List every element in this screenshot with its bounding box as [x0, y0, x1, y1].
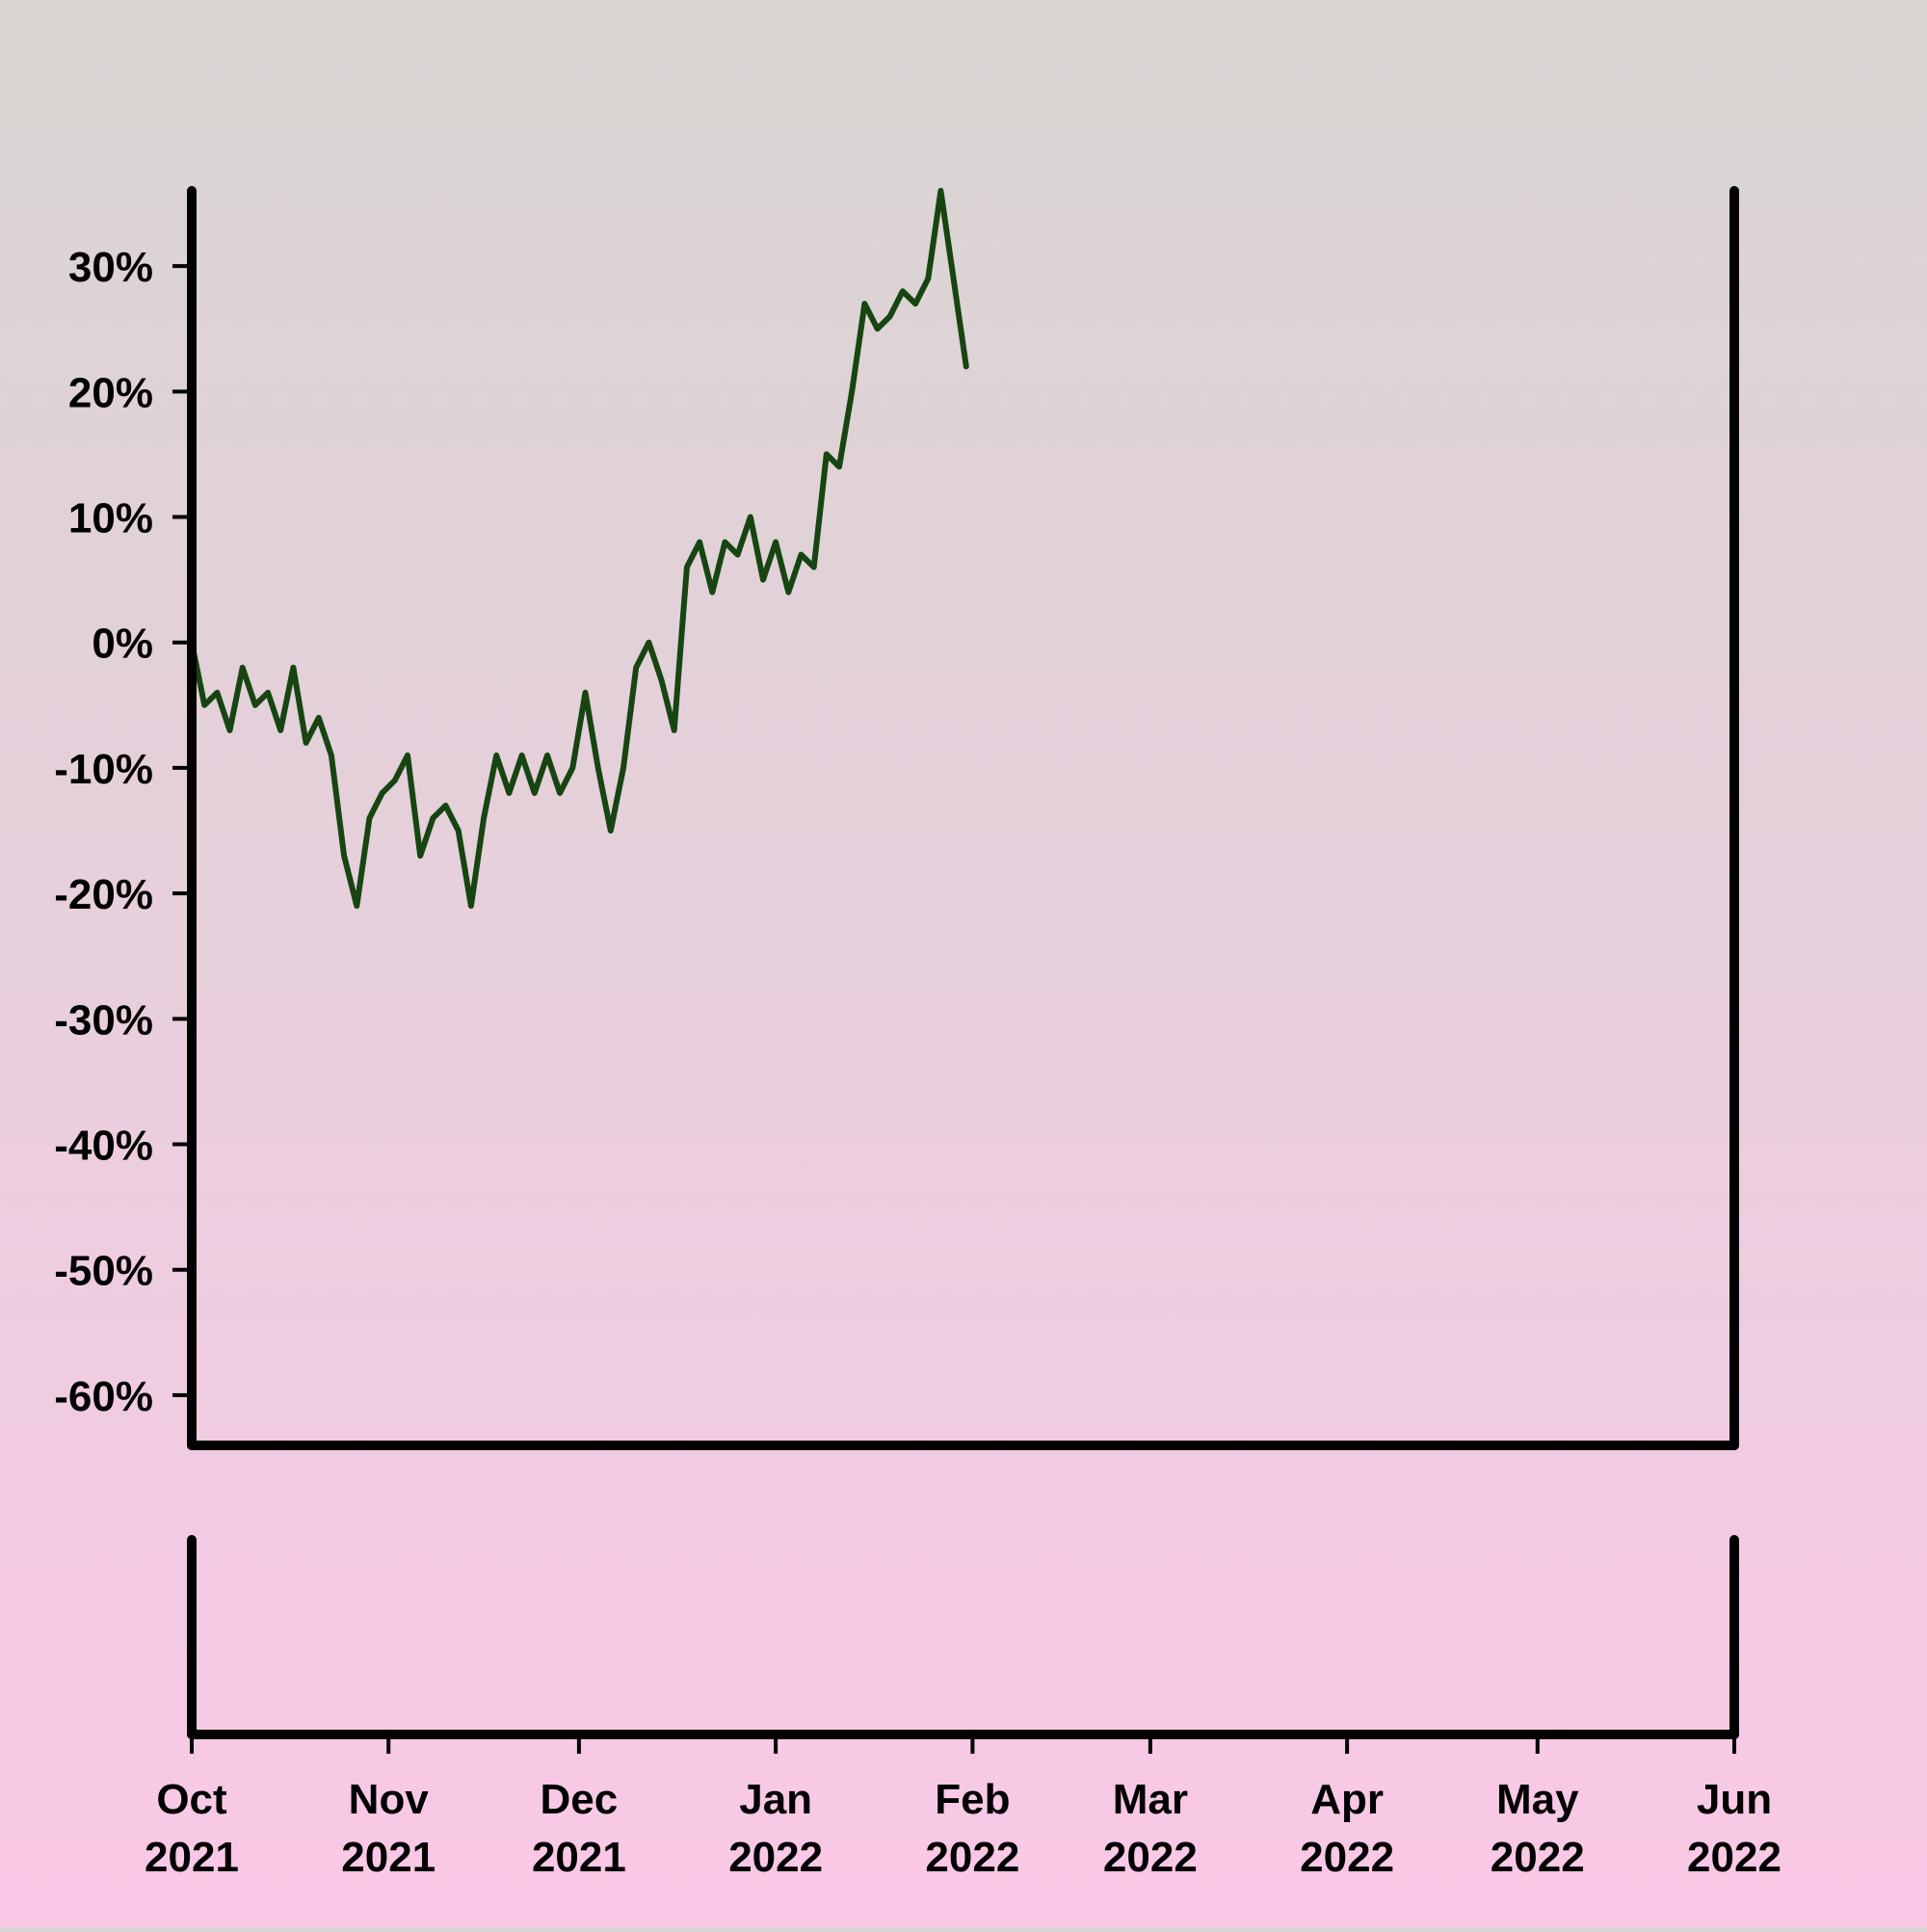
- x-tick-label-month: Nov: [349, 1776, 430, 1823]
- y-tick-label: 20%: [68, 369, 153, 416]
- x-tick-label-month: Oct: [156, 1776, 227, 1823]
- x-tick-label-year: 2022: [1103, 1834, 1198, 1881]
- x-tick-label-month: Dec: [541, 1776, 619, 1823]
- y-tick-label: -50%: [54, 1248, 153, 1295]
- x-tick-label-year: 2021: [532, 1834, 626, 1881]
- y-tick-label: -30%: [54, 996, 153, 1044]
- x-tick-label-year: 2022: [1491, 1834, 1585, 1881]
- x-tick-label-month: Feb: [935, 1776, 1010, 1823]
- x-tick-label-year: 2022: [728, 1834, 823, 1881]
- y-tick-label: -60%: [54, 1373, 153, 1420]
- x-tick-label-year: 2022: [1687, 1834, 1782, 1881]
- y-tick-label: 30%: [68, 244, 153, 291]
- y-tick-label: 10%: [68, 495, 153, 543]
- x-tick-label-month: Mar: [1113, 1776, 1188, 1823]
- y-tick-label: -20%: [54, 871, 153, 918]
- x-tick-label-month: May: [1496, 1776, 1579, 1823]
- y-tick-label: -10%: [54, 746, 153, 793]
- x-tick-label-month: Jan: [739, 1776, 812, 1823]
- x-tick-label-year: 2021: [341, 1834, 436, 1881]
- x-tick-label-year: 2022: [925, 1834, 1019, 1881]
- volume-panel: Oct 2021 Nov 2021 Dec 2021 Jan 2022 Feb 2022 Mar 20…: [145, 1535, 1782, 1881]
- x-tick-label-year: 2022: [1300, 1834, 1394, 1881]
- price-panel: -60% -50% -40% -30% -20% -10% 0% 10% 20% 30%: [54, 186, 1739, 1450]
- x-tick-label-year: 2021: [145, 1834, 239, 1881]
- x-tick-label-month: Apr: [1310, 1776, 1384, 1823]
- x-tick-label-month: Jun: [1697, 1776, 1772, 1823]
- y-tick-label: 0%: [92, 621, 153, 668]
- y-tick-label: -40%: [54, 1123, 153, 1170]
- price-line: [189, 188, 969, 910]
